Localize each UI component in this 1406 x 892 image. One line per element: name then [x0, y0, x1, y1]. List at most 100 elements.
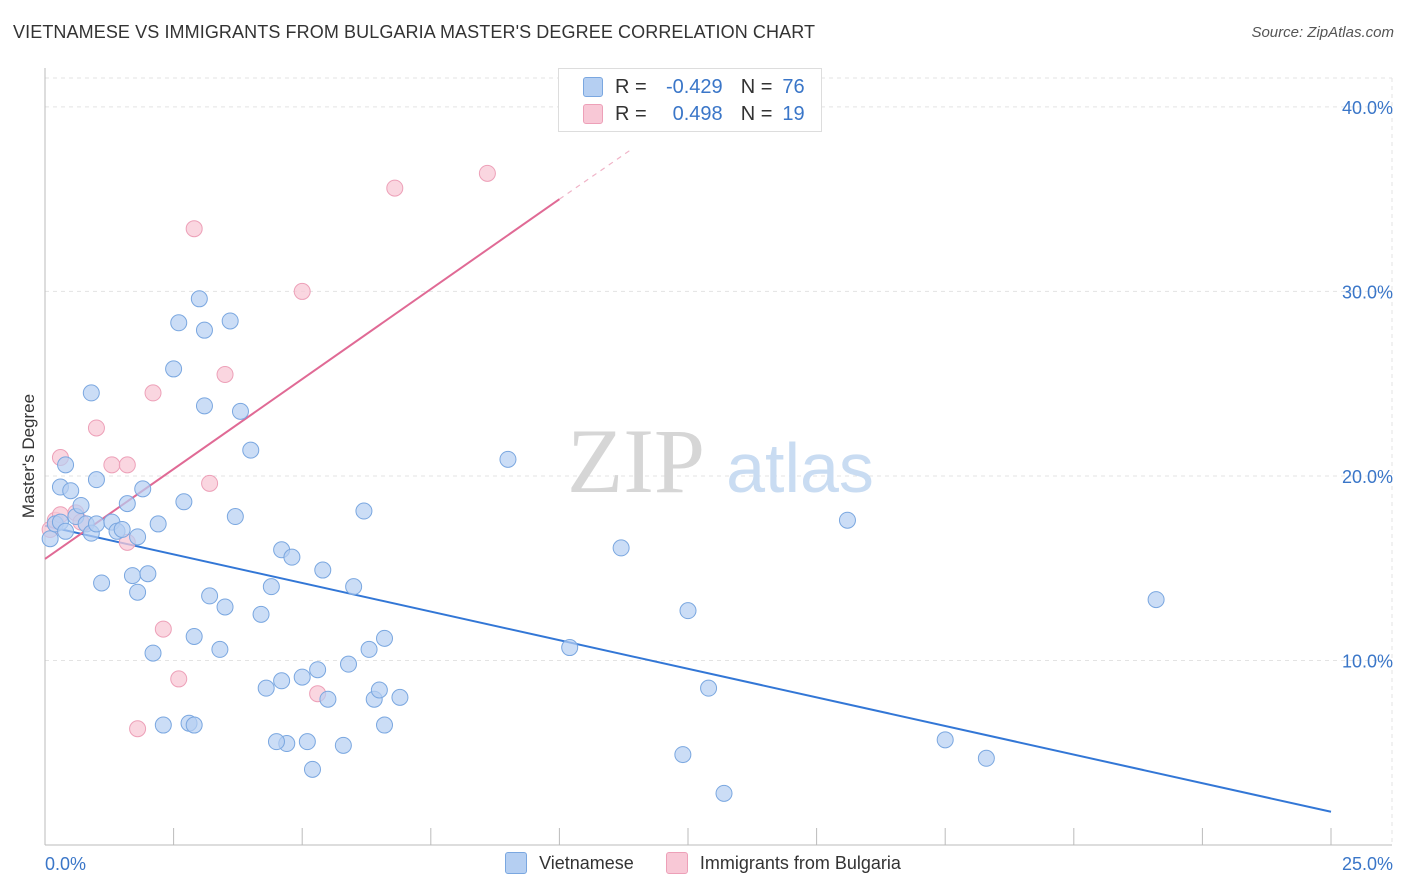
legend-r-value: 0.498 [672, 102, 723, 125]
legend-n-value: 76 [782, 75, 805, 98]
data-point-vietnamese [376, 629, 394, 647]
data-point-vietnamese [87, 471, 105, 489]
data-point-vietnamese [273, 672, 291, 690]
legend-label-bulgaria: Immigrants from Bulgaria [699, 852, 901, 873]
axes [44, 68, 1392, 846]
data-point-vietnamese [139, 565, 157, 583]
watermark-atlas: atlas [726, 429, 874, 507]
data-point-vietnamese [129, 583, 147, 601]
data-point-vietnamese [82, 384, 100, 402]
data-point-bulgaria [216, 365, 234, 383]
y-tick-label: 30.0% [1342, 282, 1393, 302]
data-point-bulgaria [103, 456, 121, 474]
legend-n-label: N = [740, 102, 773, 125]
legend-swatch-blue [583, 77, 603, 97]
trendline-bulgaria-extension [559, 148, 632, 200]
data-point-vietnamese [62, 482, 80, 500]
legend-item-vietnamese: Vietnamese [505, 852, 634, 874]
data-point-vietnamese [370, 681, 388, 699]
data-point-vietnamese [561, 639, 579, 657]
legend-swatch-pink [583, 104, 603, 124]
data-point-bulgaria [154, 620, 172, 638]
y-tick-label: 10.0% [1342, 651, 1393, 671]
data-point-vietnamese [355, 502, 373, 520]
legend-item-bulgaria: Immigrants from Bulgaria [665, 852, 901, 874]
data-point-vietnamese [319, 690, 337, 708]
data-point-vietnamese [87, 515, 105, 533]
data-point-vietnamese [360, 640, 378, 658]
y-tick-label: 20.0% [1342, 467, 1393, 487]
data-point-vietnamese [144, 644, 162, 662]
data-point-vietnamese [391, 688, 409, 706]
series-bulgaria-points [41, 164, 496, 738]
legend-r-value: -0.429 [665, 75, 723, 98]
legend-swatch-pink [665, 852, 688, 874]
data-point-vietnamese [242, 441, 260, 459]
data-point-bulgaria [144, 384, 162, 402]
legend-n-value: 19 [782, 102, 805, 125]
data-point-vietnamese [267, 733, 285, 751]
data-point-vietnamese [715, 784, 733, 802]
legend-r-label: R = [615, 102, 647, 125]
data-point-bulgaria [201, 474, 219, 492]
data-point-vietnamese [700, 679, 718, 697]
data-point-vietnamese [1147, 591, 1165, 609]
data-point-vietnamese [185, 627, 203, 645]
data-point-vietnamese [154, 716, 172, 734]
watermark: ZIP atlas [567, 410, 874, 512]
data-point-bulgaria [87, 419, 105, 437]
data-point-vietnamese [345, 578, 363, 596]
data-point-vietnamese [190, 290, 208, 308]
data-point-vietnamese [129, 528, 147, 546]
data-point-vietnamese [123, 567, 141, 585]
correlation-legend: R = -0.429 N = 76 R = 0.498 N = 19 [558, 68, 822, 132]
data-point-bulgaria [129, 720, 147, 738]
y-tick-label: 40.0% [1342, 98, 1393, 118]
grid-lines [45, 77, 1393, 845]
data-point-vietnamese [679, 602, 697, 620]
data-point-vietnamese [93, 574, 111, 592]
data-point-bulgaria [293, 282, 311, 300]
data-point-vietnamese [339, 655, 357, 673]
legend-swatch-blue [505, 852, 528, 874]
data-point-vietnamese [936, 731, 954, 749]
data-point-vietnamese [293, 668, 311, 686]
data-point-vietnamese [334, 736, 352, 754]
data-point-vietnamese [57, 522, 75, 540]
data-point-vietnamese [165, 360, 183, 378]
data-point-vietnamese [283, 548, 301, 566]
data-point-vietnamese [231, 402, 249, 420]
y-axis-label: Master's Degree [19, 394, 38, 518]
data-point-vietnamese [195, 321, 213, 339]
data-point-vietnamese [57, 456, 75, 474]
legend-r-label: R = [615, 75, 647, 98]
x-tick-label-max: 25.0% [1342, 854, 1393, 874]
data-point-vietnamese [211, 640, 229, 658]
chart-title: VIETNAMESE VS IMMIGRANTS FROM BULGARIA M… [13, 22, 816, 42]
data-point-bulgaria [386, 179, 404, 197]
x-tick-label-min: 0.0% [45, 854, 86, 874]
data-point-bulgaria [185, 220, 203, 238]
data-point-vietnamese [674, 746, 692, 764]
data-point-vietnamese [252, 605, 270, 623]
data-point-vietnamese [612, 539, 630, 557]
data-point-bulgaria [478, 164, 496, 182]
data-point-vietnamese [303, 760, 321, 778]
data-point-vietnamese [134, 480, 152, 498]
data-point-bulgaria [170, 670, 188, 688]
source-label: Source: ZipAtlas.com [1251, 24, 1394, 41]
data-point-bulgaria [118, 456, 136, 474]
tick-labels: 10.0% 20.0% 30.0% 40.0% 0.0% 25.0% [45, 98, 1393, 874]
data-point-vietnamese [499, 450, 517, 468]
series-legend: Vietnamese Immigrants from Bulgaria [0, 852, 1406, 874]
data-point-vietnamese [113, 520, 131, 538]
data-point-vietnamese [216, 598, 234, 616]
data-point-vietnamese [226, 508, 244, 526]
data-point-vietnamese [838, 511, 856, 529]
legend-row-bulgaria: R = 0.498 N = 19 [583, 102, 805, 126]
data-point-vietnamese [175, 493, 193, 511]
data-point-vietnamese [257, 679, 275, 697]
data-point-vietnamese [195, 397, 213, 415]
legend-row-vietnamese: R = -0.429 N = 76 [583, 75, 805, 99]
